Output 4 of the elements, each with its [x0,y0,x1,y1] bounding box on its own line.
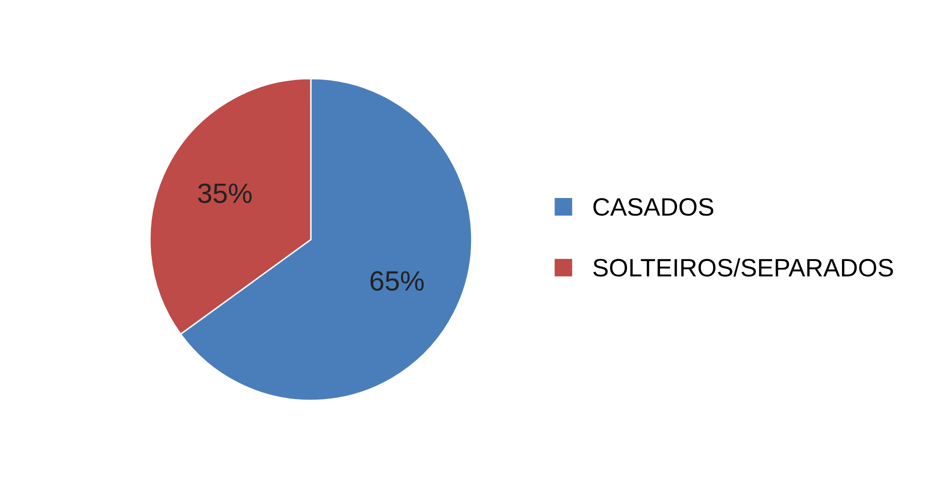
legend-label: SOLTEIROS/SEPARADOS [593,258,893,277]
legend-label: CASADOS [593,198,714,216]
data-label: 65% [370,271,424,291]
data-label: 35% [198,183,252,204]
